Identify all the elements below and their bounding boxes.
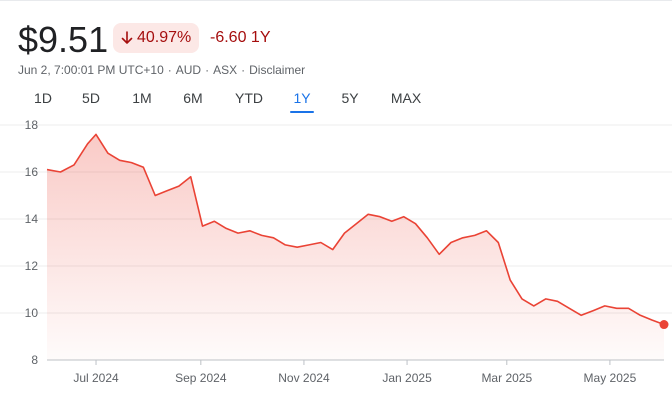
y-tick-label: 18 [25, 120, 39, 132]
x-tick-label: Sep 2024 [175, 371, 227, 385]
quote-currency: AUD [175, 63, 202, 77]
top-divider [0, 0, 672, 1]
change-period-label: 1Y [250, 29, 271, 46]
absolute-change: -6.60 1Y [210, 29, 271, 47]
x-tick-label: Nov 2024 [278, 371, 330, 385]
y-tick-label: 16 [25, 165, 39, 179]
current-price: $9.51 [18, 19, 109, 60]
y-tick-label: 10 [25, 306, 39, 320]
meta-separator: · [205, 63, 210, 77]
x-axis-ticks: Jul 2024 Sep 2024 Nov 2024 Jan 2025 Mar 2025… [73, 360, 637, 385]
quote-timestamp: Jun 2, 7:00:01 PM UTC+10 [18, 63, 164, 77]
tab-1m[interactable]: 1M [132, 90, 152, 106]
quote-exchange: ASX [213, 63, 238, 77]
meta-separator: · [167, 63, 172, 77]
x-tick-label: Jul 2024 [73, 371, 119, 385]
quote-meta: Jun 2, 7:00:01 PM UTC+10 · AUD · ASX · D… [18, 63, 305, 77]
last-price-dot [659, 320, 669, 330]
arrow-down-icon [121, 31, 133, 44]
price-line [46, 133, 665, 326]
tab-5y[interactable]: 5Y [341, 90, 359, 106]
price-area-fill [47, 134, 664, 360]
tab-6m[interactable]: 6M [183, 90, 203, 106]
percent-change-badge: 40.97% [113, 23, 200, 53]
percent-change-value: 40.97% [137, 29, 192, 46]
absolute-change-value: -6.60 [210, 29, 247, 46]
price-chart-svg[interactable]: 18 16 14 12 10 8 Jul 2024 Sep 2024 Nov 2024 Jan … [0, 118, 672, 400]
y-tick-label: 8 [31, 353, 38, 367]
tab-max[interactable]: MAX [390, 90, 422, 106]
disclaimer-link[interactable]: Disclaimer [249, 63, 306, 77]
tab-5d[interactable]: 5D [82, 90, 100, 106]
x-tick-label: Mar 2025 [481, 371, 532, 385]
y-tick-label: 14 [25, 212, 39, 226]
x-tick-label: May 2025 [584, 371, 637, 385]
tab-1y[interactable]: 1Y [289, 88, 315, 113]
tab-1d[interactable]: 1D [34, 90, 52, 106]
y-tick-label: 12 [25, 259, 39, 273]
meta-separator: · [241, 63, 246, 77]
tab-ytd[interactable]: YTD [235, 90, 263, 106]
price-chart[interactable]: 18 16 14 12 10 8 Jul 2024 Sep 2024 Nov 2024 Jan … [0, 118, 672, 400]
y-axis-ticks: 18 16 14 12 10 8 [25, 118, 39, 367]
x-tick-label: Jan 2025 [382, 371, 432, 385]
